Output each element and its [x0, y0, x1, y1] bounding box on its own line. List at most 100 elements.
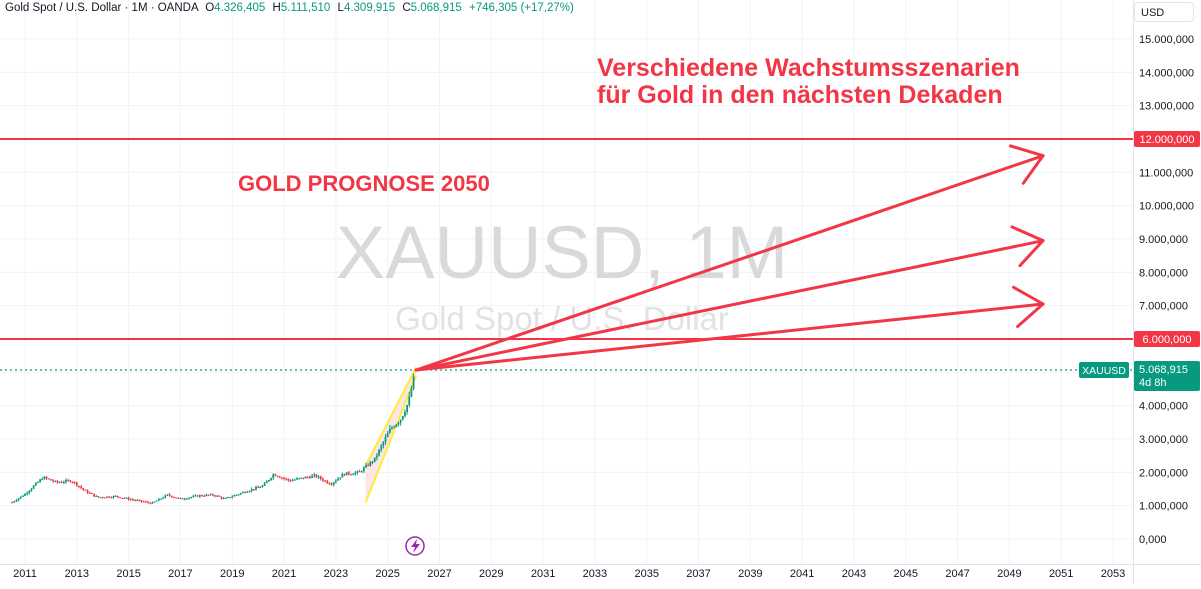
candle-body — [224, 497, 227, 499]
price-axis-tick-label: 9.000,000 — [1139, 234, 1188, 246]
level-price-tag[interactable] — [1134, 331, 1200, 347]
candle-body — [26, 492, 29, 494]
candle-body — [328, 483, 331, 485]
candle-body — [274, 474, 277, 476]
candle-body — [330, 484, 333, 486]
candle-body — [170, 495, 173, 498]
low-label: L — [337, 2, 344, 14]
candle-body — [34, 482, 37, 486]
candle-body — [304, 476, 307, 479]
price-axis-tick-label: 3.000,000 — [1139, 434, 1188, 446]
candle-body — [231, 496, 234, 498]
symbol-legend[interactable]: Gold Spot / U.S. Dollar · 1M · OANDA O4.… — [5, 2, 574, 14]
candle-body — [47, 478, 50, 480]
candle-body — [248, 490, 251, 492]
candle-body — [287, 478, 290, 481]
headline-annotation[interactable]: GOLD PROGNOSE 2050 — [238, 171, 490, 196]
scenario-arrow-head[interactable] — [1011, 285, 1045, 329]
candle-body — [332, 482, 335, 485]
candle-body — [21, 495, 24, 497]
candle-body — [11, 502, 13, 504]
time-axis-divider — [0, 564, 1201, 565]
change-value: +746,305 (+17,27%) — [469, 2, 574, 14]
candle-body — [356, 471, 359, 473]
candle-body — [52, 480, 54, 482]
time-axis-tick-label: 2023 — [324, 568, 348, 580]
candle-body — [91, 493, 93, 495]
candle-body — [326, 480, 329, 484]
price-axis-divider — [1133, 0, 1134, 584]
candle-body — [129, 499, 132, 501]
time-axis-tick-label: 2047 — [945, 568, 969, 580]
candle-body — [106, 496, 108, 498]
candle-body — [17, 498, 20, 501]
candle-body — [399, 419, 402, 423]
candle-body — [410, 388, 413, 397]
scenario-arrow-head[interactable] — [1008, 144, 1045, 185]
candle-body — [138, 500, 141, 502]
candle-body — [183, 498, 186, 500]
candle-body — [75, 482, 78, 486]
time-axis[interactable]: 2011 2013 2015 2017 2019 2021 2023 2025 2027 2029… — [13, 568, 1125, 580]
candle-body — [322, 478, 324, 481]
candle-body — [309, 477, 311, 479]
candle-body — [347, 472, 350, 475]
scenario-arrow-head[interactable] — [1010, 225, 1045, 268]
candle-body — [24, 493, 26, 496]
candle-body — [265, 481, 268, 484]
symbol-info: Gold Spot / U.S. Dollar · 1M · OANDA — [5, 2, 199, 14]
open-label: O — [205, 2, 215, 14]
candle-body — [237, 494, 240, 496]
symbol-tag[interactable] — [1079, 362, 1129, 379]
trend-channel-lower[interactable] — [364, 375, 418, 503]
candle-body — [283, 477, 285, 479]
subtitle-annotation-line2[interactable]: für Gold in den nächsten Dekaden — [597, 81, 1003, 109]
candle-body — [67, 480, 70, 482]
candle-body — [270, 478, 272, 480]
candle-body — [99, 497, 102, 499]
price-axis-tick-label: 7.000,000 — [1139, 301, 1188, 313]
open-value: 4.326,405 — [214, 2, 266, 14]
watermark-ticker: XAUUSD, 1M — [336, 211, 788, 294]
candle-body — [380, 445, 383, 450]
low-value: 4.309,915 — [343, 2, 396, 14]
subtitle-annotation-line1[interactable]: Verschiedene Wachstumsszenarien — [597, 54, 1020, 82]
lightning-icon[interactable] — [405, 536, 425, 556]
countdown-text: 4d 8h — [1139, 377, 1167, 389]
candle-body — [337, 478, 339, 481]
time-axis-tick-label: 2033 — [583, 568, 607, 580]
candle-body — [116, 495, 119, 498]
currency-button[interactable]: USD — [1134, 2, 1194, 22]
level-price-tag[interactable] — [1134, 131, 1200, 147]
candle-body — [28, 490, 31, 493]
price-axis-tick-label: 4.000,000 — [1139, 401, 1188, 413]
last-price-tag[interactable] — [1134, 361, 1200, 392]
candle-body — [382, 442, 385, 446]
candle-body — [136, 500, 139, 502]
candle-body — [15, 500, 18, 502]
candle-body — [324, 480, 326, 482]
time-axis-tick-label: 2021 — [272, 568, 296, 580]
candle-body — [412, 376, 415, 389]
candle-body — [56, 480, 59, 483]
candle-body — [30, 488, 33, 491]
candle-body — [58, 482, 61, 484]
trend-channel-upper[interactable] — [364, 366, 418, 467]
price-axis[interactable]: 0,000 1.000,000 2.000,000 3.000,000 4.000,00… — [1139, 34, 1194, 546]
candle-body — [293, 479, 296, 481]
candle-body — [222, 498, 225, 500]
candle-body — [384, 437, 387, 443]
candle-body — [276, 475, 279, 477]
candle-body — [252, 489, 255, 491]
candle-body — [190, 497, 193, 499]
candle-body — [192, 495, 195, 498]
scenario-arrow-shaft[interactable] — [414, 302, 1045, 372]
candle-body — [162, 497, 165, 499]
time-axis-tick-label: 2053 — [1101, 568, 1125, 580]
candle-body — [164, 495, 167, 498]
scenario-arrow-shaft[interactable] — [414, 154, 1045, 372]
candle-body — [41, 479, 44, 481]
scenario-arrow-shaft[interactable] — [414, 239, 1045, 372]
